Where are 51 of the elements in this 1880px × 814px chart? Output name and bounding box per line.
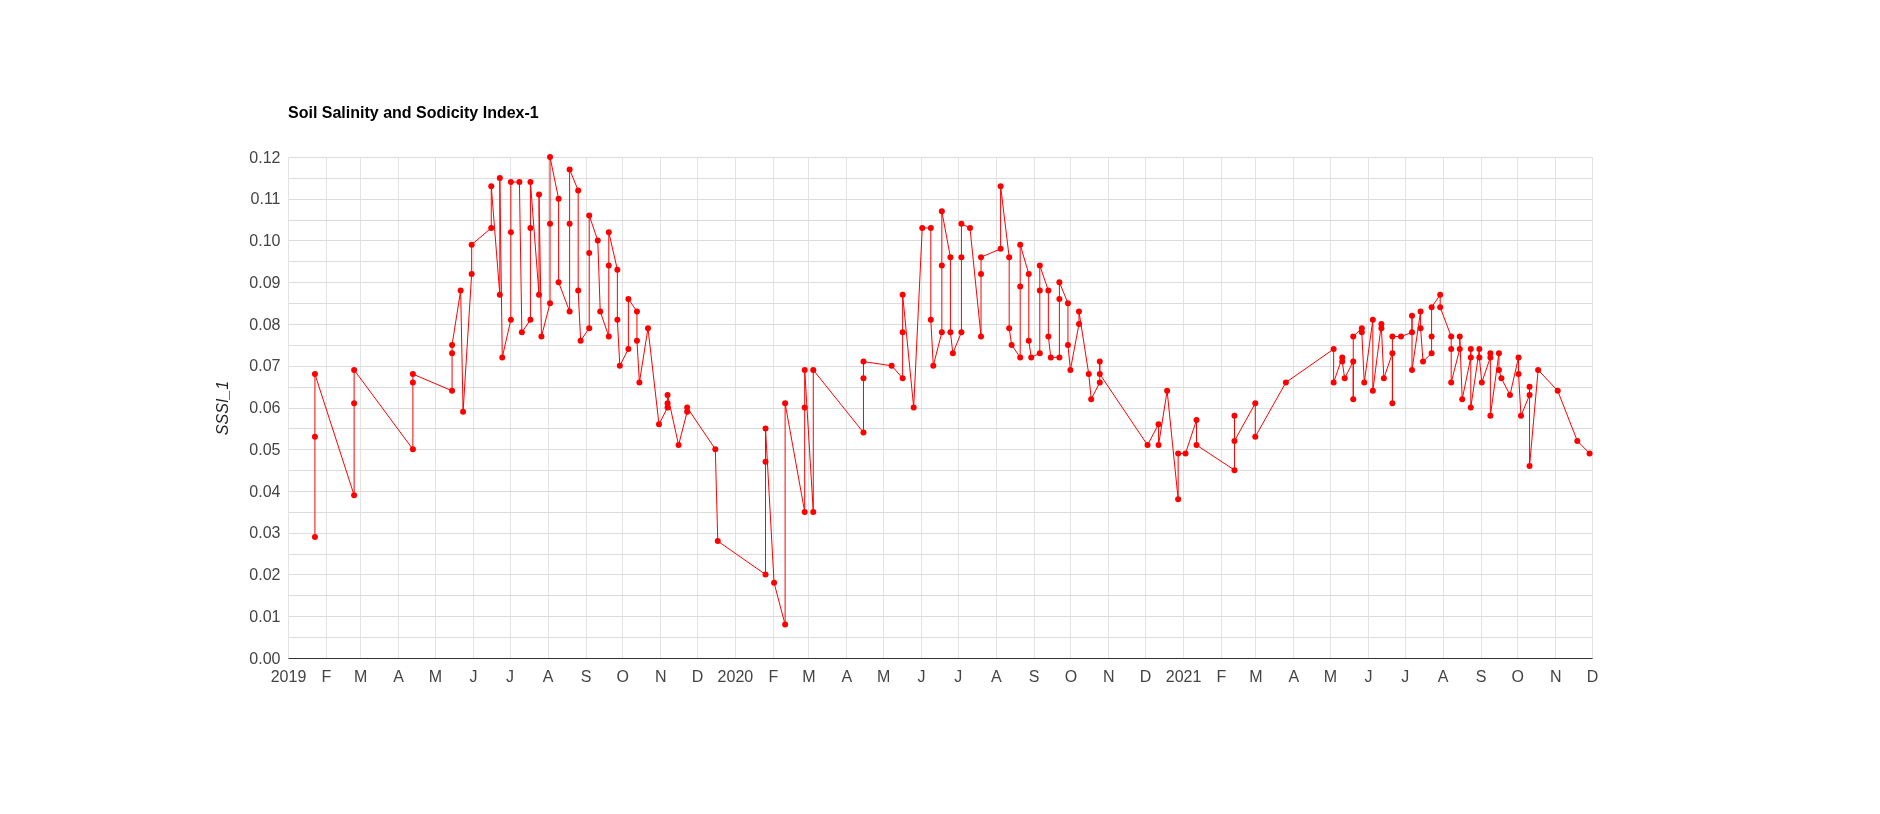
x-tick-label: O — [1511, 667, 1525, 685]
y-tick-label: 0.05 — [249, 440, 281, 458]
x-tick-label: D — [691, 667, 704, 685]
x-tick-label: 2019 — [270, 667, 307, 685]
x-tick-label: J — [954, 667, 963, 685]
x-tick-label: A — [990, 667, 1002, 685]
x-tick-label: O — [616, 667, 629, 685]
x-tick-label: S — [1475, 667, 1487, 685]
y-tick-label: 0.12 — [249, 148, 281, 166]
x-tick-label: D — [1139, 667, 1152, 685]
y-tick-label: 0.04 — [249, 482, 281, 500]
y-tick-label: 0.00 — [249, 649, 281, 667]
y-tick-label: 0.11 — [250, 190, 281, 208]
y-tick-label: 0.01 — [249, 607, 281, 625]
x-tick-label: M — [354, 667, 368, 685]
x-tick-label: O — [1064, 667, 1078, 685]
x-tick-label: J — [1401, 667, 1410, 685]
x-tick-label: A — [393, 667, 405, 685]
y-tick-label: 0.02 — [249, 566, 281, 583]
x-tick-label: A — [1288, 667, 1300, 685]
x-tick-label: S — [1028, 667, 1040, 685]
y-tick-label: 0.09 — [249, 273, 281, 291]
x-tick-label: N — [654, 667, 667, 685]
x-tick-label: 2021 — [1165, 667, 1202, 685]
x-tick-label: A — [542, 667, 554, 685]
x-tick-label: M — [428, 667, 443, 685]
x-tick-label: F — [1216, 667, 1227, 685]
y-tick-label: 0.03 — [249, 524, 281, 542]
x-tick-label: M — [876, 667, 891, 685]
x-tick-label: A — [841, 667, 853, 685]
x-tick-label: M — [802, 667, 816, 685]
y-tick-label: 0.08 — [249, 315, 281, 333]
x-tick-label: A — [1437, 667, 1449, 685]
chart-title: Soil Salinity and Sodicity Index-1 — [288, 104, 539, 121]
x-tick-label: N — [1549, 667, 1562, 685]
x-tick-label: F — [321, 667, 332, 685]
x-tick-label: J — [469, 667, 478, 685]
x-tick-label: M — [1249, 667, 1263, 685]
x-tick-label: 2020 — [717, 667, 754, 685]
x-tick-label: N — [1103, 667, 1115, 685]
x-tick-label: J — [917, 667, 926, 685]
x-tick-label: J — [1364, 667, 1373, 685]
x-tick-label: D — [1586, 667, 1599, 685]
y-tick-label: 0.07 — [249, 357, 281, 375]
x-tick-label: F — [768, 667, 779, 685]
y-axis-title: SSSI_1 — [214, 380, 232, 436]
x-tick-label: M — [1323, 667, 1338, 685]
x-tick-label: S — [580, 667, 592, 685]
y-tick-label: 0.06 — [249, 399, 281, 416]
y-tick-label: 0.10 — [249, 232, 281, 249]
x-tick-label: J — [506, 667, 515, 685]
